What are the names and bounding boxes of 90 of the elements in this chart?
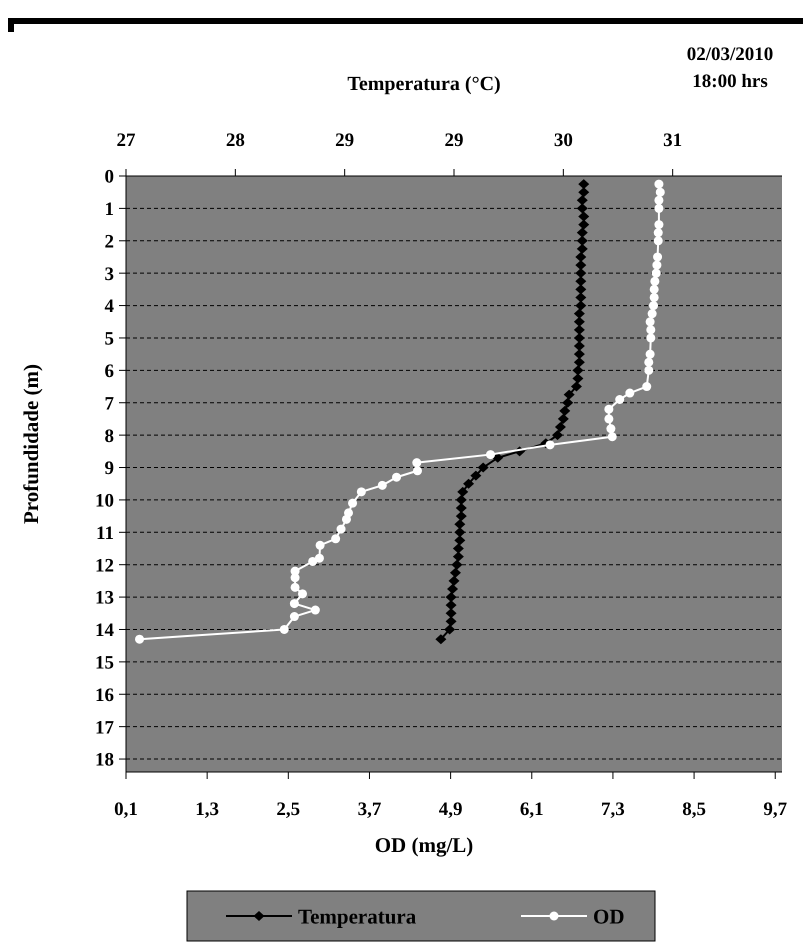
point (546, 440, 555, 450)
y-tick-label: 12 (95, 555, 114, 576)
point (646, 350, 655, 359)
point (314, 554, 324, 563)
point (625, 388, 634, 398)
point (650, 276, 660, 286)
point (412, 458, 422, 468)
y-tick-label: 5 (104, 328, 114, 350)
point (644, 366, 654, 375)
y-tick-label: 11 (96, 522, 114, 544)
point (615, 395, 624, 404)
x-tick-label: 2,5 (276, 799, 300, 820)
point (648, 309, 657, 318)
point (604, 404, 614, 414)
point (412, 466, 422, 476)
y-tick-label: 1 (104, 199, 114, 220)
x-tick-label: 6,1 (520, 799, 544, 820)
x-tick-label: 3,7 (358, 799, 382, 820)
x2-tick-label: 31 (663, 130, 682, 151)
point (486, 450, 496, 460)
y-tick-label: 15 (95, 652, 114, 674)
x2-tick-label: 29 (444, 130, 464, 151)
text: 02/03/2010 (686, 44, 774, 65)
point (649, 301, 658, 310)
y-tick-label: 9 (104, 458, 114, 480)
point (652, 268, 661, 278)
point (646, 333, 656, 342)
point (290, 582, 300, 592)
x-tick-label: 8,5 (682, 799, 706, 820)
point (280, 624, 289, 634)
x-axis-title: OD (mg/L) (374, 833, 474, 857)
x2-tick-label: 28 (226, 130, 245, 151)
point (336, 524, 346, 534)
y-tick-label: 3 (104, 264, 114, 285)
x-tick-label: 4,9 (438, 799, 462, 820)
point (356, 487, 366, 496)
point (644, 358, 654, 367)
point (308, 556, 318, 566)
y-tick-label: 16 (95, 684, 114, 706)
legend-label: Temperatura (298, 904, 417, 928)
y-tick-label: 18 (95, 750, 114, 771)
x2-tick-label: 27 (116, 130, 136, 151)
y-tick-label: 4 (104, 296, 114, 318)
point (653, 252, 662, 262)
point (316, 540, 325, 550)
y-tick-label: 8 (104, 426, 114, 447)
point (650, 284, 659, 294)
legend-label: OD (593, 904, 624, 928)
point (642, 382, 652, 392)
point (378, 480, 387, 490)
point (646, 317, 655, 326)
point (654, 236, 663, 246)
point (654, 196, 664, 205)
point (654, 220, 664, 230)
x-tick-label: 7,3 (601, 799, 625, 820)
point (652, 260, 662, 270)
x-tick-label: 9,7 (763, 799, 788, 820)
point (290, 612, 299, 622)
point (650, 292, 659, 302)
y-tick-label: 2 (104, 231, 114, 252)
x2-axis-title: Temperatura (°C) (347, 73, 501, 95)
y-tick-label: 10 (95, 490, 114, 512)
point (654, 204, 664, 213)
point (646, 325, 656, 334)
y-tick-label: 17 (95, 717, 114, 738)
point (656, 188, 665, 197)
point (392, 472, 402, 482)
x-tick-label: 0,1 (114, 799, 138, 820)
y-tick-label: 13 (95, 588, 114, 609)
point (654, 228, 663, 238)
point (290, 599, 299, 608)
x2-tick-label: 29 (335, 130, 354, 151)
point (654, 180, 664, 189)
y-tick-label: 14 (95, 620, 114, 642)
point (348, 498, 358, 508)
point (606, 424, 616, 434)
point (342, 514, 351, 524)
y-tick-label: 0 (104, 166, 114, 188)
point (331, 534, 340, 544)
y-tick-label: 6 (104, 361, 114, 382)
point (135, 634, 144, 644)
text: 18:00 hrs (692, 71, 768, 92)
point (298, 589, 308, 598)
point (604, 414, 614, 424)
y-axis-title: Profundidade (m) (19, 364, 43, 524)
point (310, 606, 320, 615)
point (608, 432, 617, 442)
y-tick-label: 7 (104, 393, 114, 414)
x-tick-label: 1,3 (195, 799, 220, 820)
x2-tick-label: 30 (554, 130, 573, 151)
